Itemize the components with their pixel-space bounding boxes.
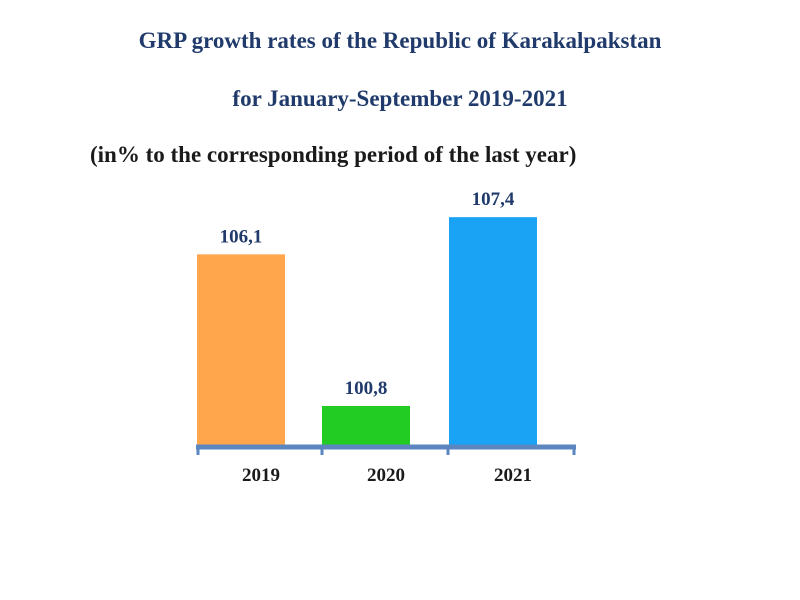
bar-2019 (197, 254, 285, 446)
tick-label-2021: 2021 (494, 465, 532, 486)
chart-note: (in% to the corresponding period of the … (90, 142, 577, 167)
data-label-2021: 107,4 (472, 189, 515, 210)
bar-2021 (449, 217, 537, 446)
tick-label-2019: 2019 (242, 465, 280, 486)
tick-label-2020: 2020 (367, 465, 405, 486)
data-label-2020: 100,8 (345, 378, 388, 399)
chart-title: GRP growth rates of the Republic of Kara… (138, 28, 662, 53)
data-label-2019: 106,1 (220, 226, 263, 247)
chart-subtitle: for January-September 2019-2021 (232, 86, 568, 111)
bar-2020 (322, 405, 410, 446)
